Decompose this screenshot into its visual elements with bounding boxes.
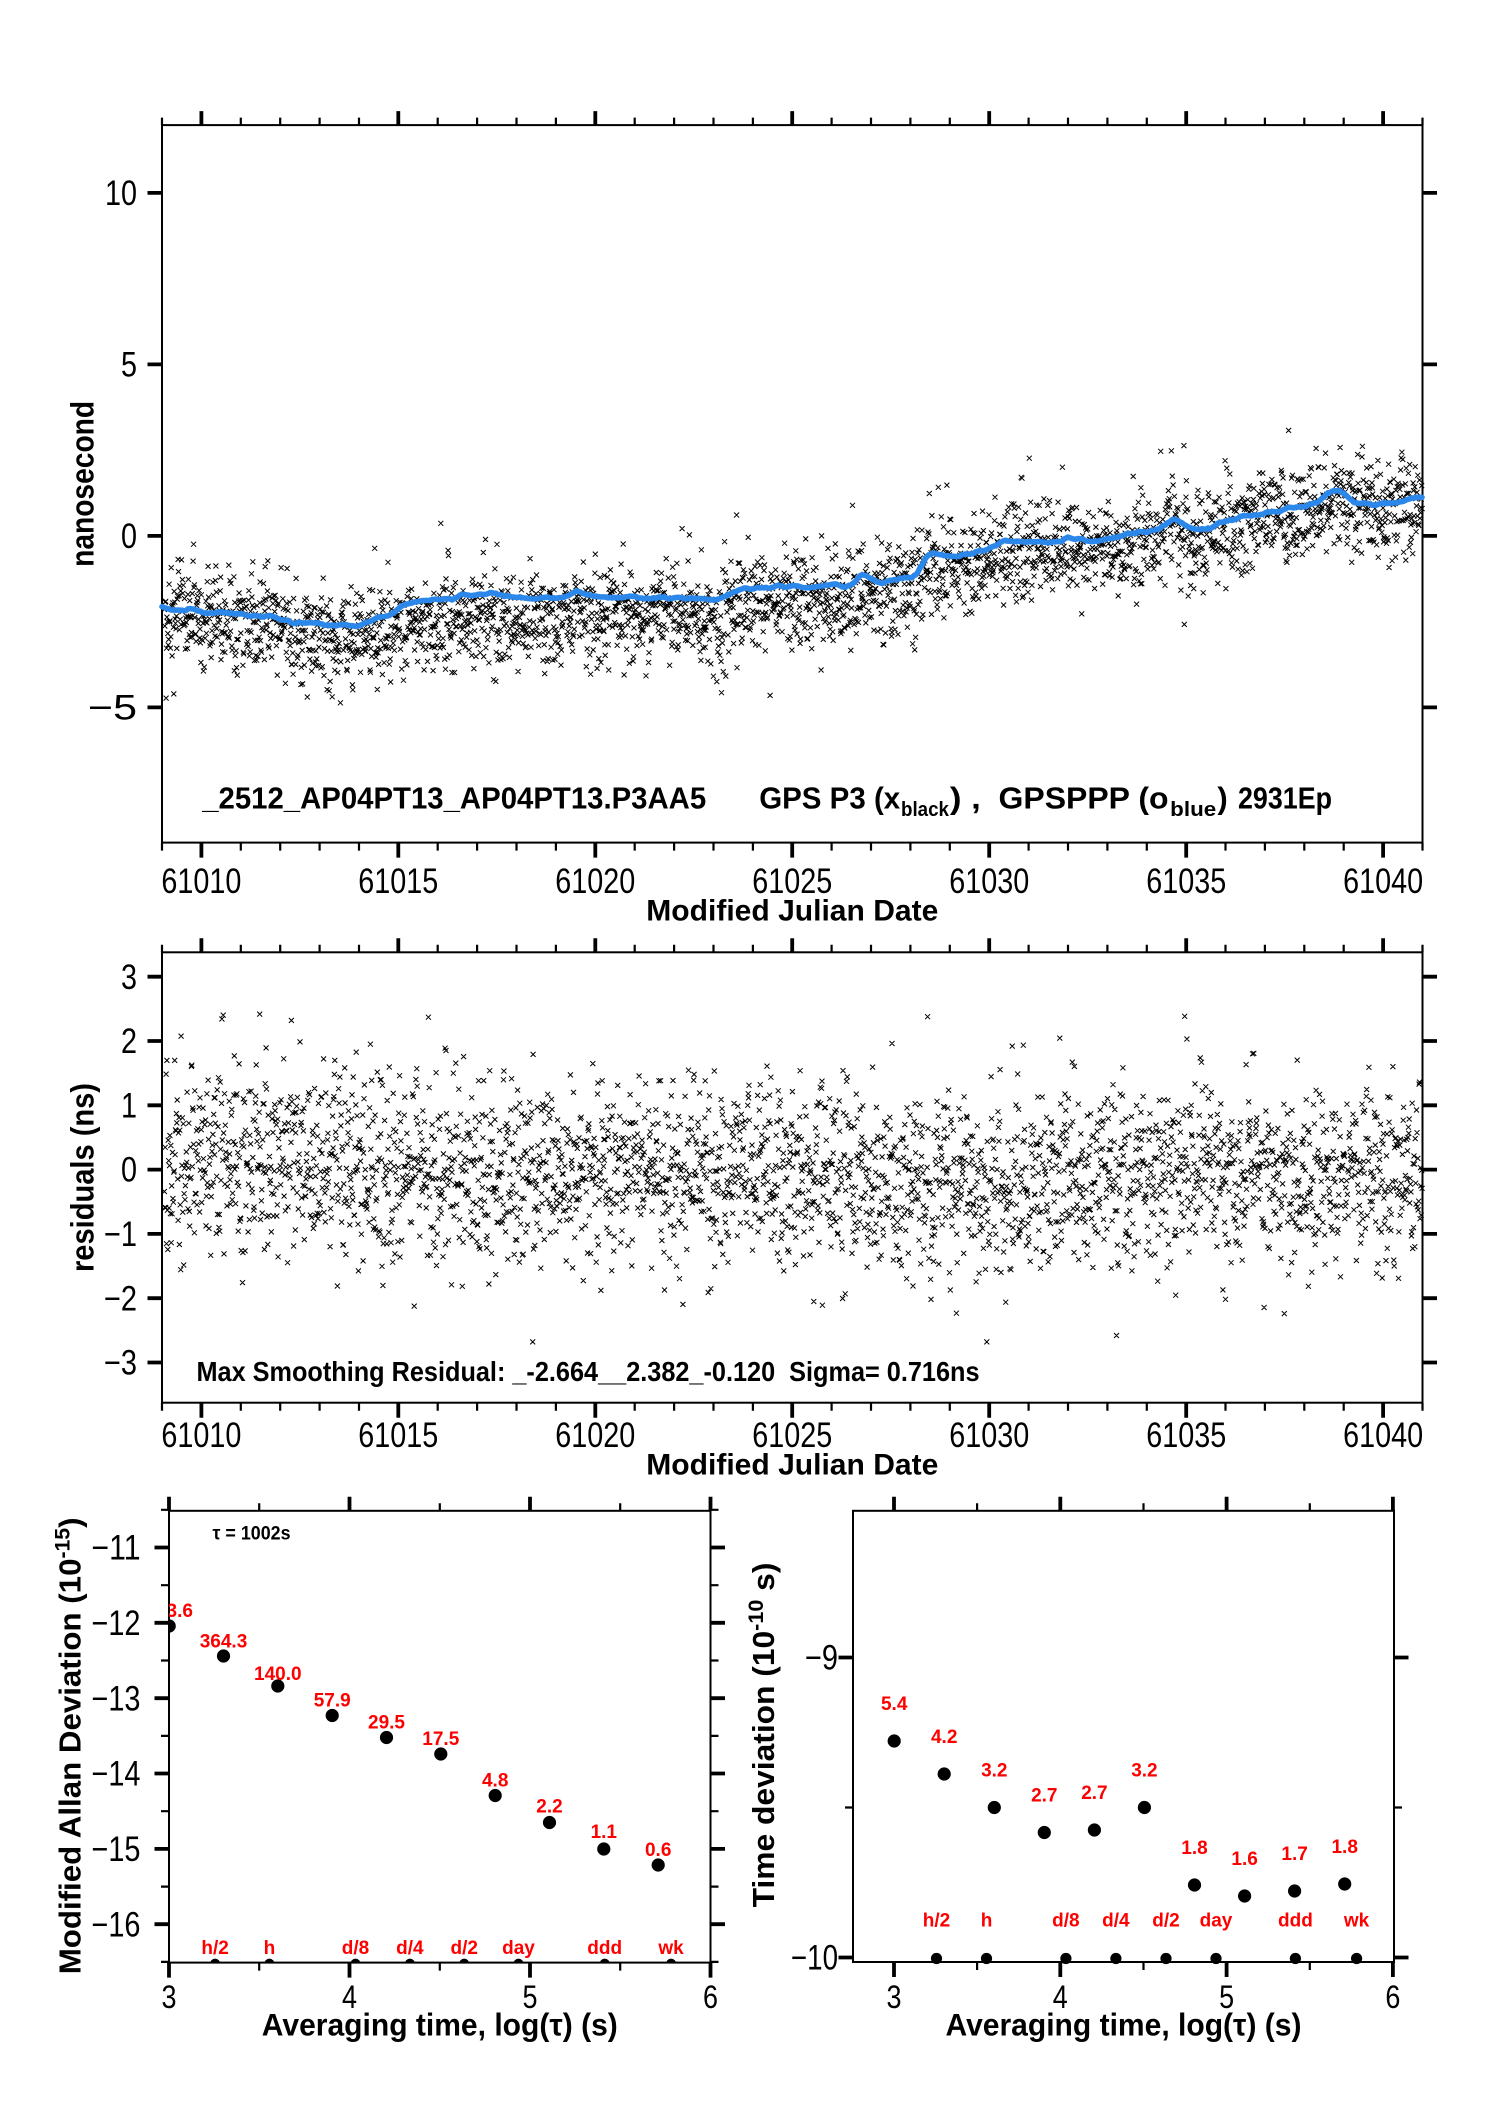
svg-text:61010: 61010: [161, 1416, 241, 1455]
svg-text:4: 4: [1053, 1979, 1068, 2015]
svg-text:−14: −14: [92, 1755, 141, 1794]
svg-text:−16: −16: [92, 1905, 141, 1944]
svg-text:10: 10: [105, 174, 137, 213]
svg-text:residuals (ns): residuals (ns): [64, 1083, 100, 1272]
svg-text:29.5: 29.5: [368, 1713, 405, 1734]
svg-text:61015: 61015: [358, 862, 438, 901]
svg-text:−1: −1: [104, 1215, 137, 1254]
svg-text:2.7: 2.7: [1031, 1786, 1057, 1807]
svg-text:ddd: ddd: [1278, 1911, 1313, 1932]
svg-text:6: 6: [703, 1979, 718, 2015]
svg-text:0: 0: [121, 1151, 137, 1190]
svg-text:h: h: [264, 1938, 276, 1959]
svg-text:Modified Julian Date: Modified Julian Date: [646, 894, 938, 927]
svg-text:day: day: [502, 1938, 535, 1959]
svg-text:2931Ep: 2931Ep: [1238, 781, 1332, 816]
svg-text:−12: −12: [92, 1604, 141, 1643]
svg-text:Averaging time, log(τ) (s): Averaging time, log(τ) (s): [262, 2007, 618, 2043]
svg-text:5: 5: [1219, 1979, 1234, 2015]
svg-text:wk: wk: [657, 1938, 684, 1959]
svg-text:61025: 61025: [752, 1416, 832, 1455]
svg-text:3: 3: [887, 1979, 902, 2015]
svg-text:h/2: h/2: [201, 1938, 228, 1959]
svg-text:GPSPPP (o: GPSPPP (o: [999, 781, 1169, 816]
svg-text:d/4: d/4: [396, 1938, 424, 1959]
svg-text:wk: wk: [1343, 1911, 1370, 1932]
svg-text:5: 5: [523, 1979, 538, 2015]
svg-text:933.6: 933.6: [145, 1601, 193, 1622]
svg-text:): ): [1217, 781, 1227, 816]
svg-text:61030: 61030: [949, 1416, 1029, 1455]
svg-text:d/4: d/4: [1102, 1911, 1130, 1932]
svg-text:−5: −5: [88, 689, 137, 728]
svg-text:d/8: d/8: [1052, 1911, 1079, 1932]
svg-text:4: 4: [342, 1979, 357, 2015]
svg-text:0.6: 0.6: [645, 1840, 671, 1861]
svg-text:61020: 61020: [555, 1416, 635, 1455]
svg-text:ddd: ddd: [587, 1938, 622, 1959]
svg-text:h/2: h/2: [923, 1911, 950, 1932]
svg-text:4.8: 4.8: [482, 1771, 508, 1792]
svg-text:57.9: 57.9: [314, 1691, 351, 1712]
svg-text:d/8: d/8: [342, 1938, 369, 1959]
svg-text:−11: −11: [92, 1529, 141, 1568]
svg-text:GPS P3 (x: GPS P3 (x: [759, 781, 901, 816]
svg-text:black: black: [901, 799, 950, 821]
svg-text:Modified Allan Deviation (10-1: Modified Allan Deviation (10-15): [52, 1517, 88, 1974]
svg-text:day: day: [1200, 1911, 1233, 1932]
svg-text:3: 3: [162, 1979, 177, 2015]
svg-text:−15: −15: [92, 1830, 141, 1869]
svg-text:61035: 61035: [1146, 862, 1226, 901]
svg-text:Max Smoothing Residual: _-2.66: Max Smoothing Residual: _-2.664__2.382_-…: [197, 1356, 980, 1387]
svg-text:2.7: 2.7: [1081, 1783, 1107, 1804]
svg-text:blue: blue: [1170, 799, 1216, 821]
svg-text:−9: −9: [805, 1639, 838, 1678]
svg-text:61010: 61010: [161, 862, 241, 901]
svg-text:1.8: 1.8: [1331, 1837, 1357, 1858]
svg-text:3.2: 3.2: [981, 1761, 1007, 1782]
svg-text:61035: 61035: [1146, 1416, 1226, 1455]
svg-text:1.6: 1.6: [1231, 1849, 1257, 1870]
svg-text:0: 0: [121, 517, 137, 556]
svg-text:4.2: 4.2: [931, 1727, 957, 1748]
svg-text:1: 1: [121, 1086, 137, 1125]
svg-text:61030: 61030: [949, 862, 1029, 901]
svg-text:−13: −13: [92, 1679, 141, 1718]
svg-text:5.4: 5.4: [881, 1694, 908, 1715]
svg-text:Modified Julian Date: Modified Julian Date: [646, 1449, 938, 1482]
svg-text:1.1: 1.1: [591, 1822, 618, 1843]
svg-text:d/2: d/2: [450, 1938, 477, 1959]
svg-text:17.5: 17.5: [422, 1729, 459, 1750]
svg-text:2.2: 2.2: [536, 1797, 562, 1818]
svg-text:h: h: [981, 1911, 993, 1932]
svg-text:1.8: 1.8: [1181, 1838, 1207, 1859]
svg-text:6: 6: [1385, 1979, 1400, 2015]
svg-text:61040: 61040: [1343, 1416, 1423, 1455]
svg-text:Averaging time, log(τ) (s): Averaging time, log(τ) (s): [946, 2007, 1302, 2043]
svg-text:−2: −2: [104, 1279, 137, 1318]
svg-text:61040: 61040: [1343, 862, 1423, 901]
svg-text:1.7: 1.7: [1281, 1844, 1307, 1865]
svg-text:5: 5: [121, 346, 137, 385]
svg-text:3.2: 3.2: [1131, 1761, 1157, 1782]
svg-text:61015: 61015: [358, 1416, 438, 1455]
svg-text:−10: −10: [791, 1939, 838, 1978]
svg-text:3: 3: [121, 958, 137, 997]
svg-text:d/2: d/2: [1152, 1911, 1179, 1932]
svg-text:2: 2: [121, 1022, 137, 1061]
svg-text:) ,: ) ,: [950, 781, 981, 816]
svg-text:364.3: 364.3: [200, 1632, 248, 1653]
svg-text:nanosecond: nanosecond: [64, 401, 100, 567]
svg-text:61025: 61025: [752, 862, 832, 901]
svg-text:61020: 61020: [555, 862, 635, 901]
svg-text:140.0: 140.0: [254, 1664, 302, 1685]
svg-text:τ = 1002s: τ = 1002s: [213, 1523, 291, 1544]
svg-text:−3: −3: [104, 1344, 137, 1383]
svg-text:_2512_AP04PT13_AP04PT13.P3AA5: _2512_AP04PT13_AP04PT13.P3AA5: [201, 781, 706, 816]
svg-text:Time deviation (10-10 s): Time deviation (10-10 s): [744, 1563, 781, 1908]
